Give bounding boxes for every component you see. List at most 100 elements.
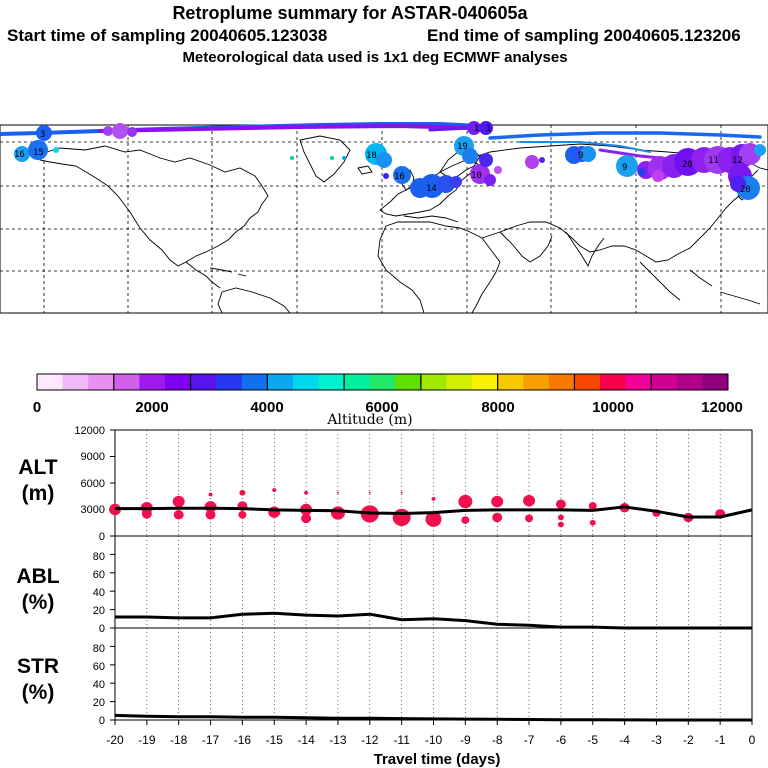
altitude-cluster <box>336 491 339 494</box>
alt-ytick: 6000 <box>81 478 105 490</box>
alt-ytick: 12000 <box>74 425 105 437</box>
x-tick-label: -15 <box>266 733 284 747</box>
x-tick-label: -8 <box>492 733 503 747</box>
colorbar-swatch <box>369 374 396 390</box>
abl-y-ticks: 0 20 40 60 80 <box>93 551 105 635</box>
alt-y-ticks: 0 3000 6000 9000 12000 <box>74 425 105 543</box>
colorbar-swatch <box>548 374 575 390</box>
met-data-label: Meteorological data used is 1x1 deg ECMW… <box>182 49 567 66</box>
x-tick-label: -14 <box>297 733 315 747</box>
alt-ytick: 3000 <box>81 504 105 516</box>
map-label: 1 <box>486 124 491 134</box>
altitude-cluster <box>239 489 246 496</box>
colorbar-swatch <box>600 374 627 390</box>
x-tick-label: -12 <box>361 733 379 747</box>
x-tick-label: -18 <box>170 733 188 747</box>
alt-panel-unit: (m) <box>22 482 55 505</box>
x-tick-label: -13 <box>329 733 347 747</box>
map-label: 12 <box>732 156 743 166</box>
alt-ytick: 0 <box>99 531 105 543</box>
colorbar-swatch <box>292 374 320 390</box>
altitude-cluster <box>588 502 597 510</box>
alt-ytick: 9000 <box>81 451 105 463</box>
end-time-label: End time of sampling 20040605.123206 <box>427 26 741 45</box>
colorbar-swatch <box>62 374 89 390</box>
x-tick-label: -3 <box>651 733 662 747</box>
colorbar-swatch <box>702 374 729 390</box>
altitude-cluster <box>330 506 345 520</box>
colorbar-frame <box>36 373 729 391</box>
map-time-labels: 3 16 15 18 19 16 14 10 9 9 20 11 12 20 1… <box>14 124 751 195</box>
altitude-colorbar: 0 2000 4000 6000 8000 10000 12000 Altitu… <box>33 373 743 428</box>
altitude-cluster <box>141 509 152 519</box>
map-label: 20 <box>740 185 751 195</box>
x-tick-label: -5 <box>587 733 598 747</box>
altitude-cluster <box>238 511 247 519</box>
str-ytick: 40 <box>93 679 105 691</box>
altitude-cluster <box>205 510 216 520</box>
start-time-label: Start time of sampling 20040605.123038 <box>7 26 327 45</box>
colorbar-swatch <box>139 374 166 390</box>
colorbar-label: Altitude (m) <box>326 412 412 428</box>
map-label: 20 <box>682 160 693 170</box>
str-y-ticks: 0 20 40 60 80 <box>93 643 105 727</box>
str-panel-label: STR <box>17 655 59 678</box>
altitude-cluster <box>172 495 185 508</box>
colorbar-swatch <box>625 374 652 390</box>
colorbar-swatch <box>164 374 192 390</box>
colorbar-tick: 6000 <box>365 399 398 416</box>
trajectory-paths <box>0 122 762 162</box>
map-label: 16 <box>394 172 405 182</box>
altitude-cluster <box>523 494 536 507</box>
str-panel-frame <box>114 627 753 721</box>
altitude-cluster <box>208 492 213 497</box>
colorbar-swatch <box>344 374 371 390</box>
map-label: 10 <box>471 171 482 181</box>
colorbar-swatch <box>420 374 447 390</box>
altitude-cluster <box>392 508 411 526</box>
map-label: 1 <box>474 124 479 134</box>
map-label: 14 <box>426 184 437 194</box>
map-label: 15 <box>33 148 44 158</box>
abl-ytick: 40 <box>93 587 105 599</box>
map-label: 16 <box>14 150 25 160</box>
map-label: 3 <box>40 130 45 140</box>
map-label: 18 <box>366 151 377 161</box>
str-line <box>114 713 752 722</box>
str-ytick: 80 <box>93 643 105 655</box>
altitude-cluster <box>173 510 184 520</box>
colorbar-swatch <box>446 374 473 390</box>
alt-panel: ALT (m) 0 3000 6000 9000 12000 <box>18 425 753 543</box>
x-tick-label: -20 <box>106 733 124 747</box>
colorbar-tick: 4000 <box>250 399 283 416</box>
colorbar-tick: 8000 <box>481 399 514 416</box>
altitude-cluster <box>491 495 504 508</box>
colorbar-swatch <box>497 374 524 390</box>
altitude-cluster <box>461 516 470 524</box>
altitude-cluster <box>368 491 371 494</box>
alt-panel-label: ALT <box>18 456 57 479</box>
abl-panel: ABL (%) 0 20 40 60 80 <box>16 535 753 635</box>
altitude-cluster <box>525 514 534 523</box>
str-panel-unit: (%) <box>22 681 55 704</box>
x-tick-label: -9 <box>460 733 471 747</box>
altitude-cluster <box>400 491 403 494</box>
figure-title: Retroplume summary for ASTAR-040605a <box>172 3 528 23</box>
colorbar-tick: 10000 <box>592 399 634 416</box>
colorbar-swatch <box>267 374 294 390</box>
time-series-panels: ALT (m) 0 3000 6000 9000 12000 ABL (%) 0… <box>16 425 755 768</box>
x-tick-label: -19 <box>138 733 156 747</box>
altitude-cluster <box>557 514 564 521</box>
str-panel: STR (%) 0 20 40 60 80 <box>17 627 753 727</box>
x-tick-label: -17 <box>202 733 220 747</box>
x-tick-label: -6 <box>556 733 567 747</box>
colorbar-swatch <box>318 374 345 390</box>
colorbar-tick: 0 <box>33 399 41 416</box>
colorbar-tick: 2000 <box>135 399 168 416</box>
map-label: 19 <box>457 142 468 152</box>
altitude-cluster <box>304 490 309 495</box>
x-tick-label: -1 <box>715 733 726 747</box>
altitude-cluster <box>555 499 566 509</box>
colorbar-swatch <box>472 374 499 390</box>
